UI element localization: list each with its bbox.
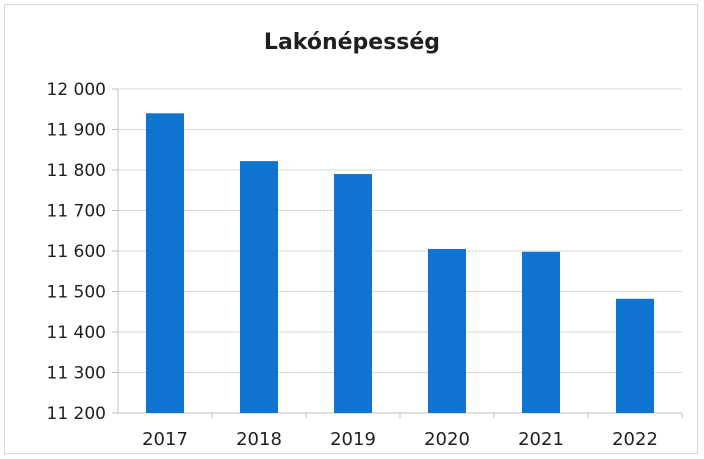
gridlines	[112, 88, 682, 414]
y-tick-label: 11 300	[47, 364, 106, 384]
y-tick-label: 11 600	[47, 242, 106, 262]
bar-2017	[146, 113, 184, 414]
x-tick-label: 2022	[612, 429, 658, 450]
bar-2019	[334, 174, 372, 413]
y-tick-labels: 11 200 11 300 11 400 11 500 11 600 11 700 11 8…	[47, 80, 106, 424]
y-tick-label: 11 900	[47, 121, 106, 141]
bar-2022	[616, 298, 654, 413]
y-tick-label: 11 800	[47, 161, 106, 181]
x-tick-label: 2017	[142, 429, 188, 450]
x-tick-label: 2021	[518, 429, 564, 450]
y-tick-label: 11 200	[47, 404, 106, 424]
x-tick-label: 2020	[424, 429, 470, 450]
axes	[117, 89, 683, 418]
bar-2021	[522, 251, 560, 413]
y-tick-label: 12 000	[47, 80, 106, 100]
x-tick-label: 2019	[330, 429, 376, 450]
bar-2018	[240, 161, 278, 413]
y-tick-label: 11 400	[47, 323, 106, 343]
bars	[146, 113, 654, 414]
y-tick-label: 11 500	[47, 283, 106, 303]
y-tick-label: 11 700	[47, 202, 106, 222]
x-tick-labels: 2017 2018 2019 2020 2021 2022	[142, 429, 658, 450]
chart-title: Lakónépesség	[263, 30, 441, 55]
x-tick-label: 2018	[236, 429, 282, 450]
bar-2020	[428, 248, 466, 413]
